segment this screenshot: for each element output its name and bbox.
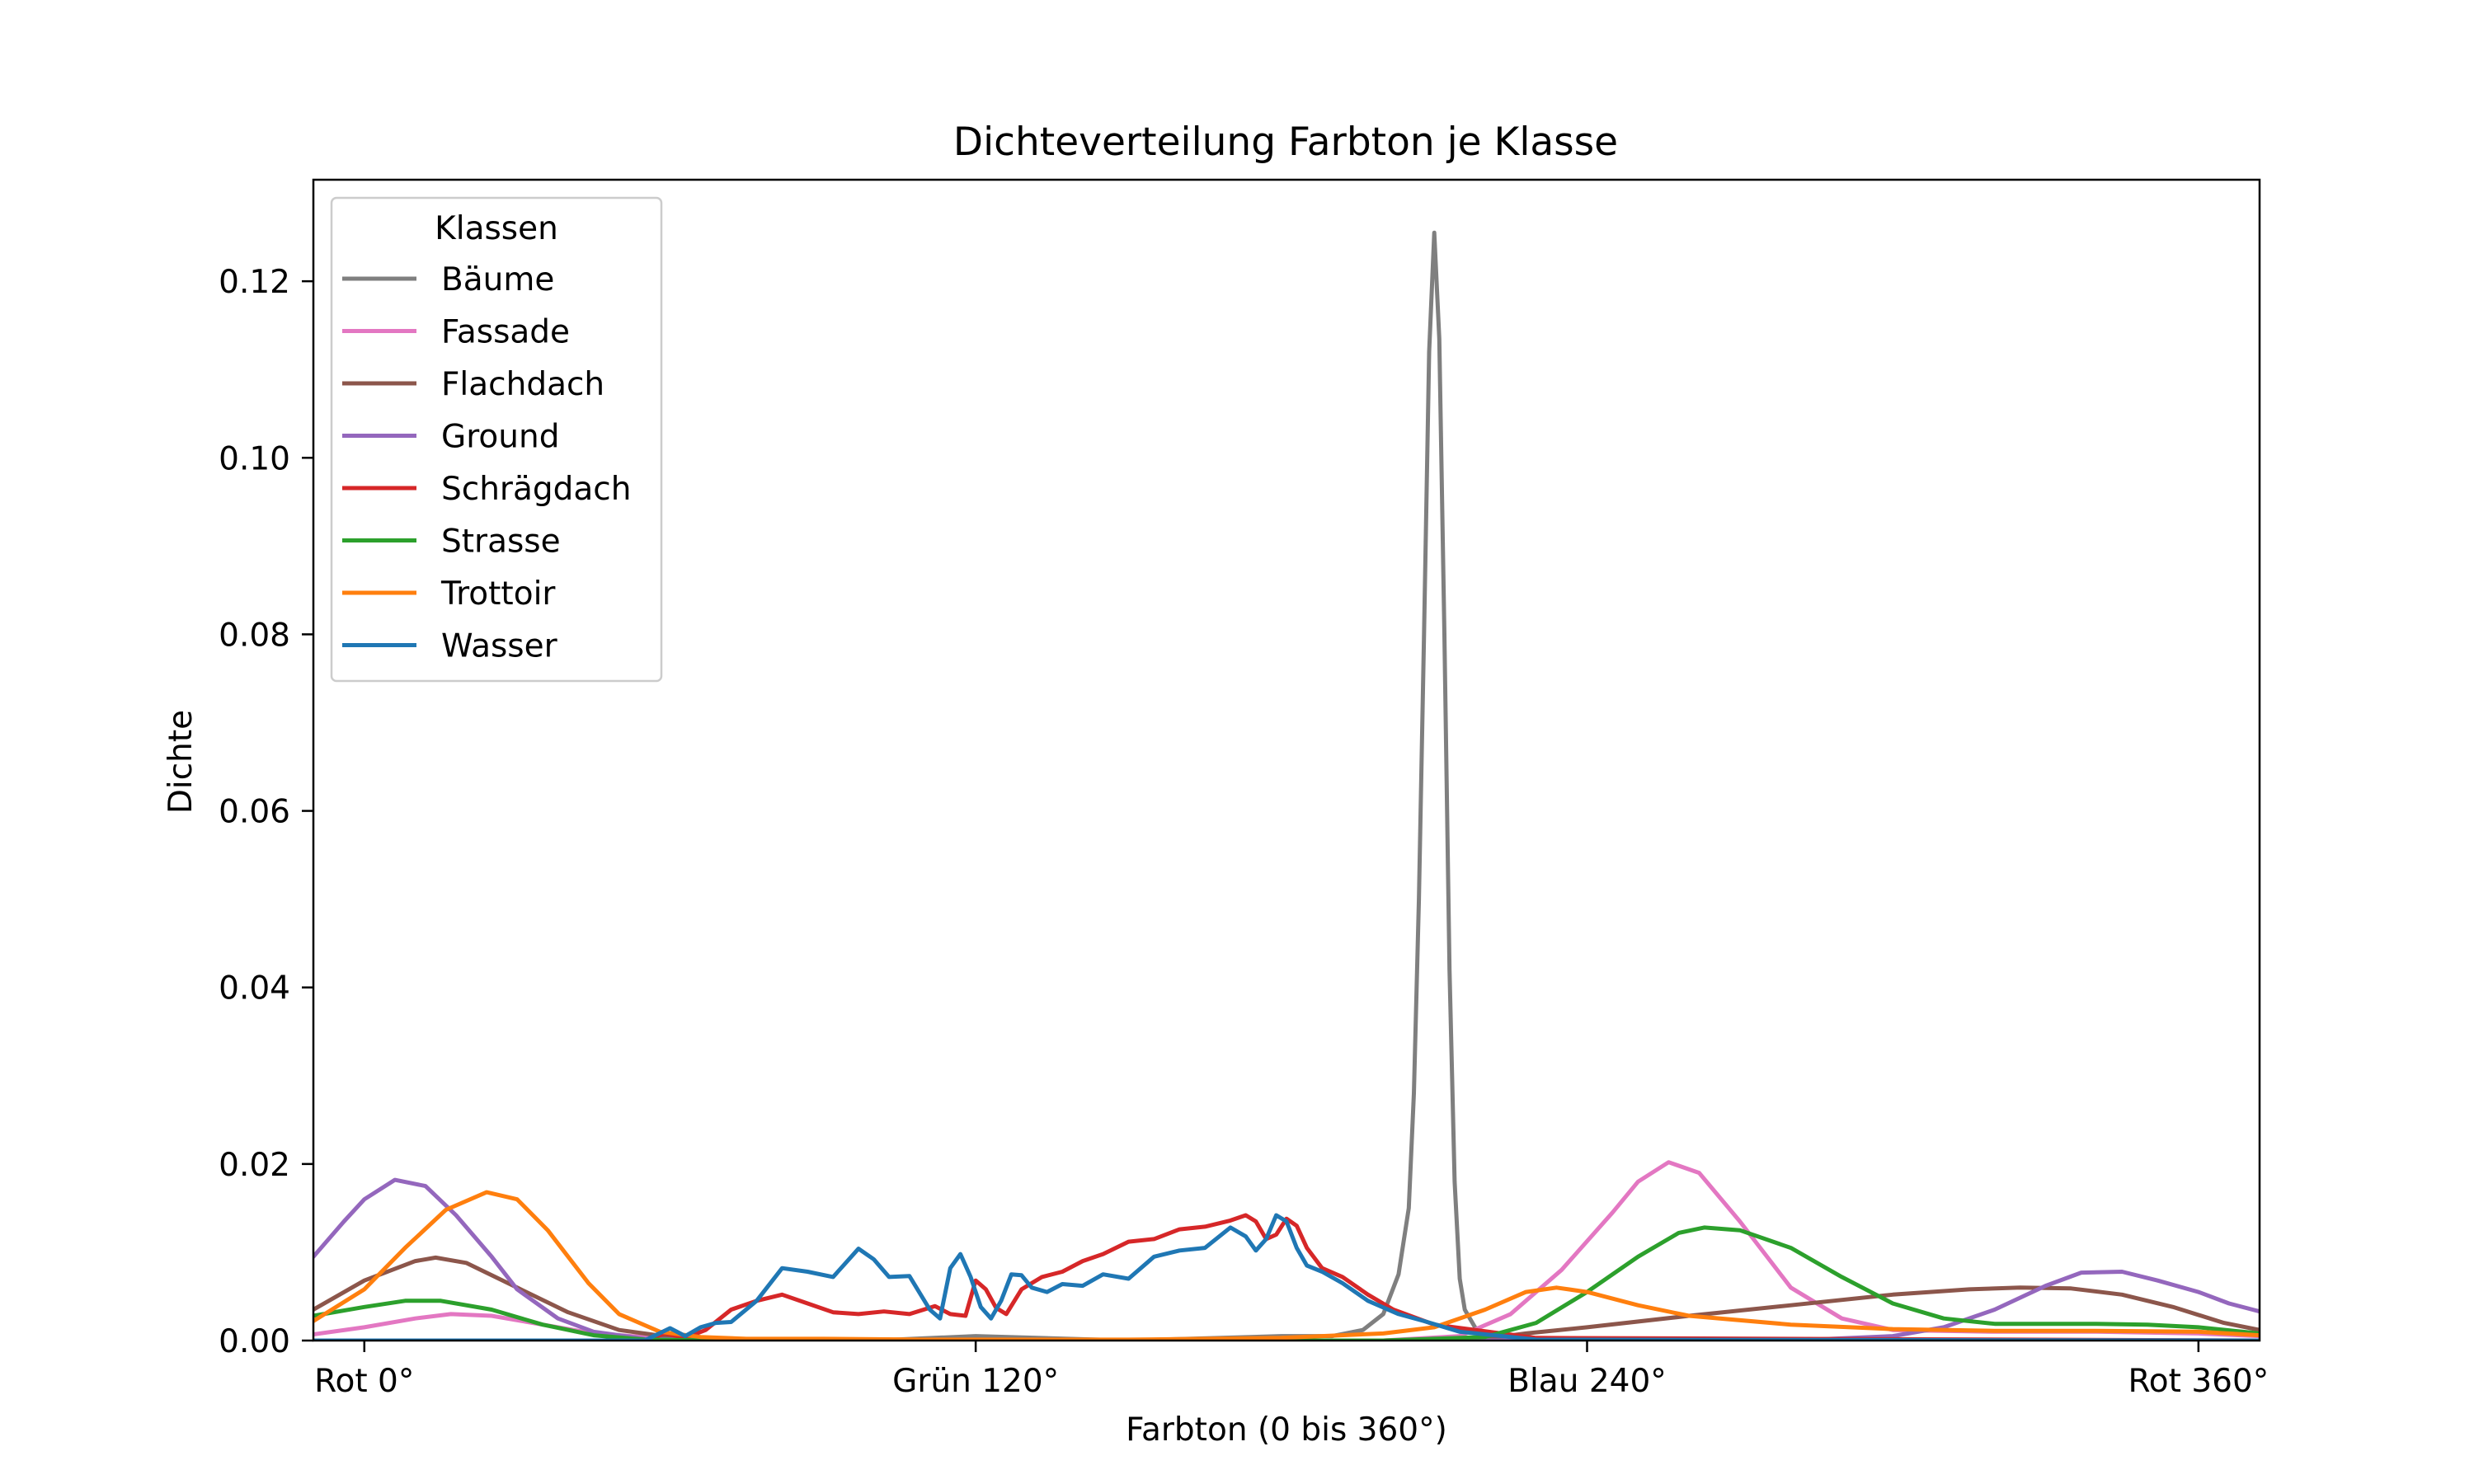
- chart-title: Dichteverteilung Farbton je Klasse: [953, 120, 1618, 165]
- x-axis: Rot 0° Grün 120° Blau 240° Rot 360°: [314, 1341, 2269, 1400]
- legend-label-schrägdach: Schrägdach: [441, 471, 631, 508]
- y-axis-label: Dichte: [162, 710, 200, 814]
- y-axis: 0.00 0.02 0.04 0.06 0.08 0.10 0.12: [219, 264, 313, 1360]
- legend-label-ground: Ground: [441, 419, 559, 456]
- x-axis-label: Farbton (0 bis 360°): [1126, 1411, 1447, 1449]
- legend-label-trottoir: Trottoir: [440, 575, 556, 613]
- legend-label-flachdach: Flachdach: [441, 366, 604, 403]
- plot-frame: [312, 178, 2261, 1342]
- legend-label-wasser: Wasser: [441, 628, 558, 665]
- series-line-ground: [313, 1177, 2260, 1341]
- y-tick-label: 0.08: [219, 617, 290, 654]
- y-tick-label: 0.02: [219, 1147, 290, 1184]
- series-line-strasse: [313, 1225, 2260, 1341]
- legend-label-strasse: Strasse: [441, 524, 561, 561]
- y-tick-label: 0.06: [219, 794, 290, 831]
- series-line-wasser: [313, 1213, 2260, 1341]
- series-line-schrägdach: [313, 1213, 2260, 1341]
- y-tick-label: 0.12: [219, 264, 290, 301]
- x-tick-label: Rot 0°: [314, 1363, 414, 1400]
- y-tick-label: 0.00: [219, 1323, 290, 1360]
- legend-label-bäume: Bäume: [441, 261, 554, 298]
- y-tick-label: 0.10: [219, 440, 290, 477]
- legend-box: [330, 196, 663, 683]
- x-tick-label: Blau 240°: [1507, 1363, 1667, 1400]
- x-tick-label: Grün 120°: [892, 1363, 1059, 1400]
- y-tick-label: 0.04: [219, 970, 290, 1007]
- legend: Klassen Bäume Fassade Flachdach Ground Schrä…: [330, 196, 663, 683]
- legend-label-fassade: Fassade: [441, 314, 570, 351]
- legend-title: Klassen: [435, 210, 558, 247]
- x-tick-label: Rot 360°: [2128, 1363, 2269, 1400]
- series-line-trottoir: [313, 1190, 2260, 1341]
